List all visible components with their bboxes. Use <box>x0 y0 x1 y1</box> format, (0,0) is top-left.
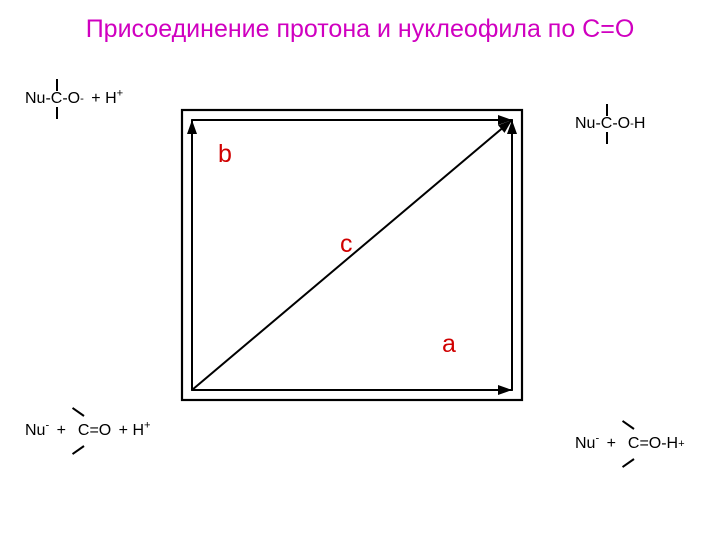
chem-molecule: C=O <box>78 422 111 440</box>
species-top-right: Nu-C-O-H <box>575 115 645 133</box>
chem-text: + <box>602 435 625 453</box>
route-label-b: b <box>218 140 232 169</box>
route-label-c: c <box>340 230 353 259</box>
chem-text: + H+ <box>114 422 150 440</box>
species-bottom-right: Nu- + C=O-H+ <box>575 435 685 453</box>
chem-text: + H+ <box>87 90 123 108</box>
route-label-a: a <box>442 330 456 359</box>
species-bottom-left: Nu- + C=O + H+ <box>25 422 151 440</box>
chem-text: Nu- <box>575 435 599 453</box>
chem-molecule: C=O-H+ <box>628 435 685 453</box>
species-top-left: Nu-C-O- + H+ <box>25 90 123 108</box>
diagram-title: Присоединение протона и нуклеофила по С=… <box>0 15 720 44</box>
chem-text: Nu- <box>25 422 49 440</box>
chem-molecule: Nu-C-O- <box>25 90 84 108</box>
chem-molecule: Nu-C-O-H <box>575 115 645 133</box>
chem-text: + <box>52 422 75 440</box>
diagram-stage: Присоединение протона и нуклеофила по С=… <box>0 0 720 540</box>
